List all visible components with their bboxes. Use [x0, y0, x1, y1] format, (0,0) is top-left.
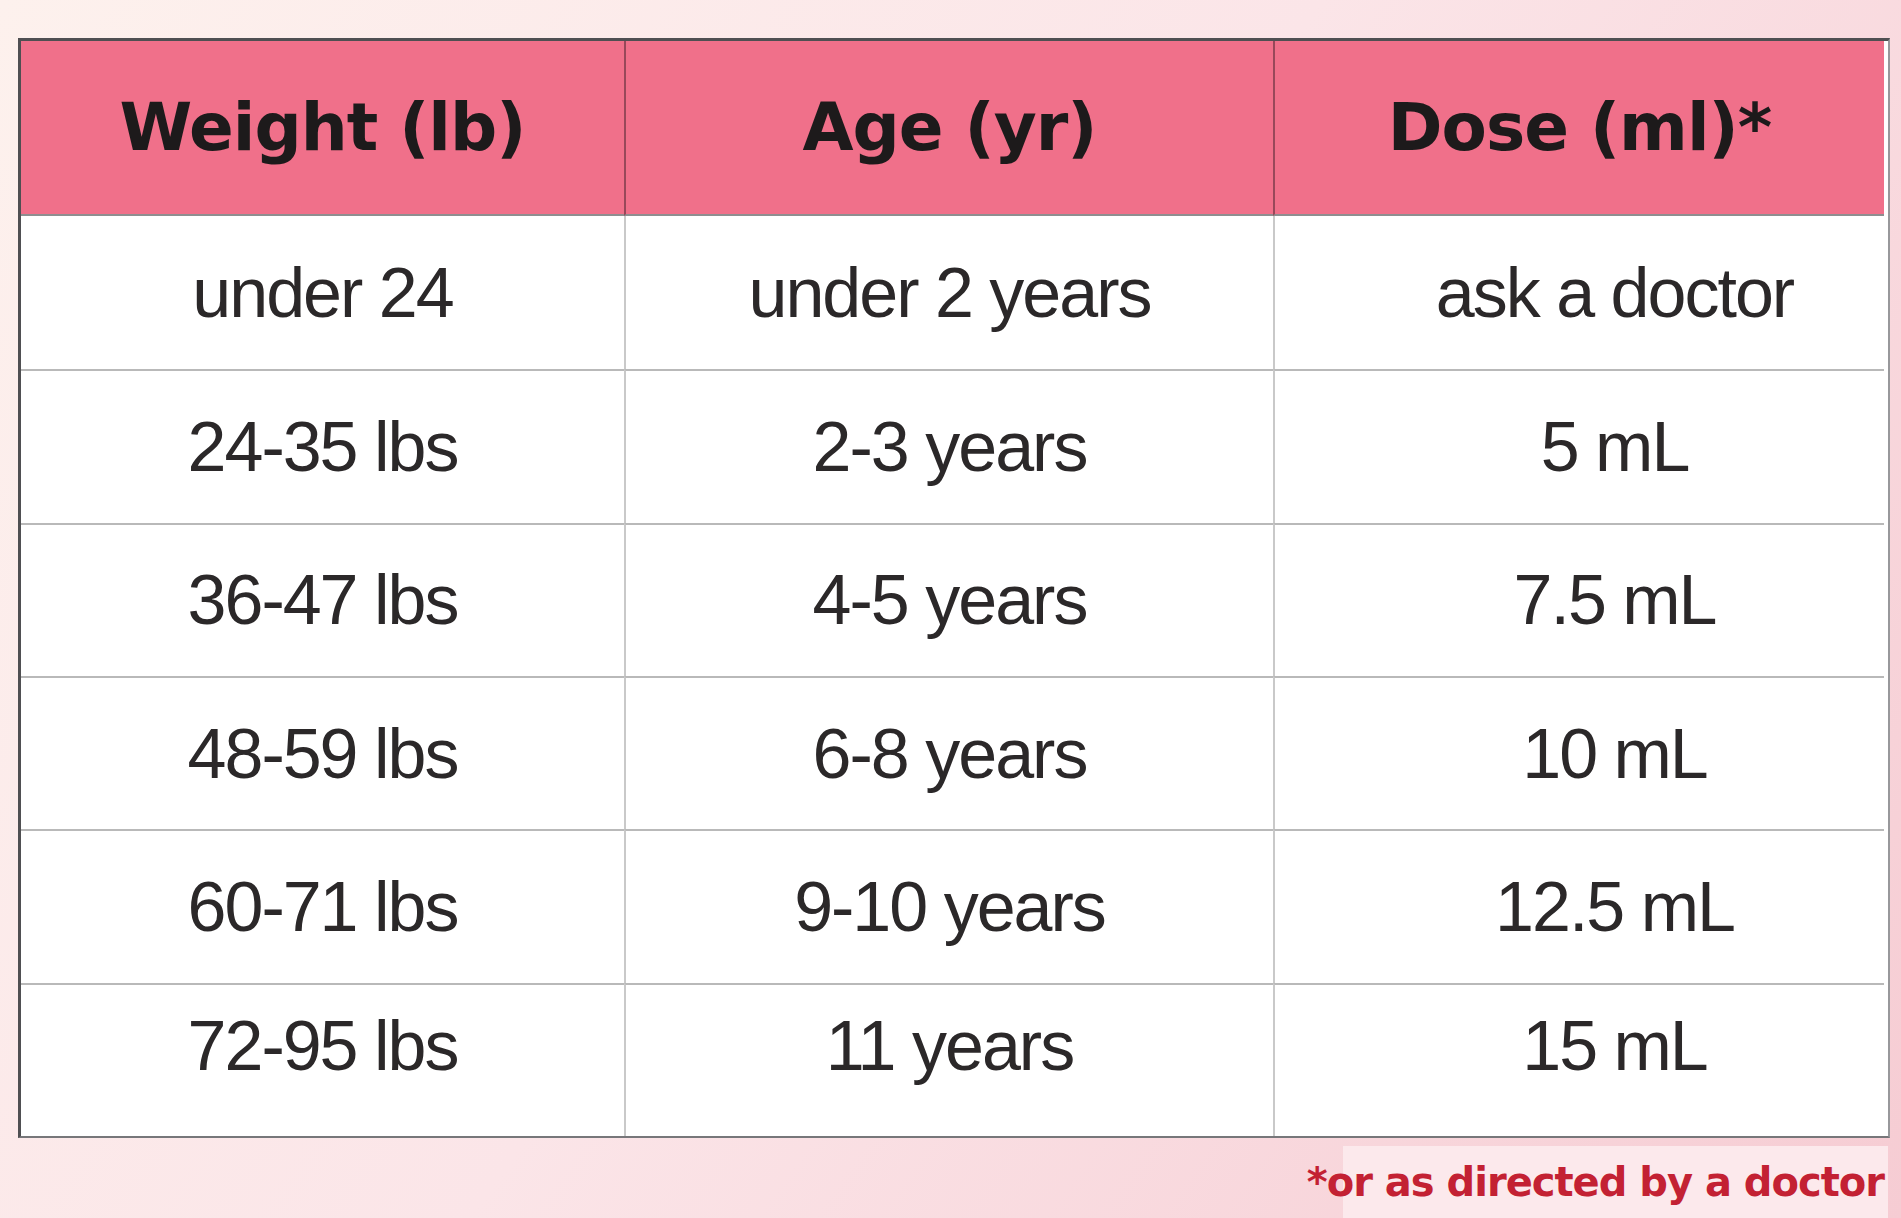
col-header-weight: Weight (lb): [21, 41, 624, 216]
cell-dose-row4: 10 mL: [1273, 676, 1884, 829]
footnote-text: *or as directed by a doctor: [1307, 1159, 1884, 1205]
cell-age-row1: under 2 years: [624, 216, 1273, 369]
cell-weight-row3: 36-47 lbs: [21, 523, 624, 676]
dosing-table: Weight (lb) Age (yr) Dose (ml)* under 24…: [18, 38, 1890, 1138]
cell-weight-row6: 72-95 lbs: [21, 983, 624, 1136]
dosing-table-grid: Weight (lb) Age (yr) Dose (ml)* under 24…: [21, 41, 1884, 1136]
cell-weight-row2: 24-35 lbs: [21, 369, 624, 522]
cell-age-row2: 2-3 years: [624, 369, 1273, 522]
cell-age-row6: 11 years: [624, 983, 1273, 1136]
cell-weight-row4: 48-59 lbs: [21, 676, 624, 829]
col-header-age: Age (yr): [624, 41, 1273, 216]
cell-age-row3: 4-5 years: [624, 523, 1273, 676]
cell-dose-row1: ask a doctor: [1273, 216, 1884, 369]
col-header-dose: Dose (ml)*: [1273, 41, 1884, 216]
cell-dose-row3: 7.5 mL: [1273, 523, 1884, 676]
cell-weight-row1: under 24: [21, 216, 624, 369]
footnote-box: *or as directed by a doctor: [1343, 1146, 1888, 1218]
cell-dose-row5: 12.5 mL: [1273, 829, 1884, 982]
cell-age-row5: 9-10 years: [624, 829, 1273, 982]
cell-weight-row5: 60-71 lbs: [21, 829, 624, 982]
cell-dose-row6: 15 mL: [1273, 983, 1884, 1136]
cell-age-row4: 6-8 years: [624, 676, 1273, 829]
cell-dose-row2: 5 mL: [1273, 369, 1884, 522]
